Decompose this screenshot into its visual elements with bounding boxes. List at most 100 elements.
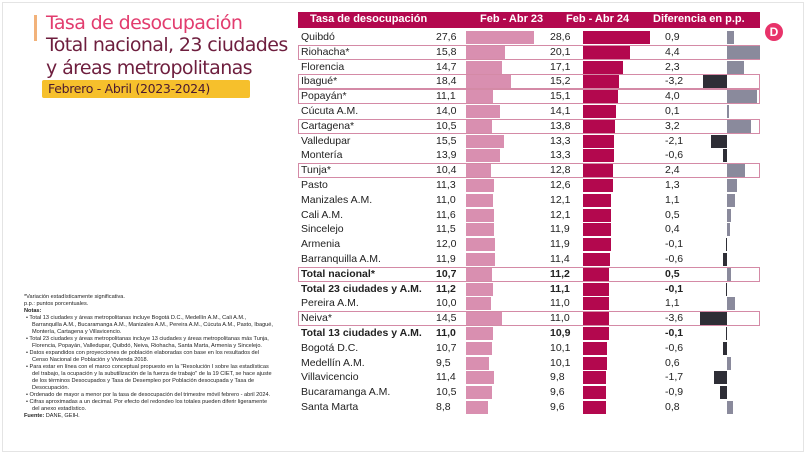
value-2024: 15,1 bbox=[550, 90, 571, 103]
bar-2023 bbox=[466, 327, 493, 340]
city-name: Pereira A.M. bbox=[301, 297, 359, 310]
bar-2023 bbox=[466, 401, 488, 414]
value-diff: 1,3 bbox=[665, 179, 680, 191]
note-item: • Ordenado de mayor a menor por la tasa … bbox=[26, 392, 271, 398]
table-row: Riohacha* 15,8 20,1 4,4 bbox=[298, 44, 760, 60]
value-2023: 11,6 bbox=[436, 208, 456, 221]
bar-2024 bbox=[583, 253, 610, 266]
bar-diff bbox=[727, 297, 736, 311]
city-name: Villavicencio bbox=[301, 371, 359, 384]
bar-diff bbox=[727, 223, 730, 237]
value-diff: -3,2 bbox=[665, 75, 684, 88]
bar-diff bbox=[727, 193, 736, 207]
header-city: Tasa de desocupación bbox=[310, 13, 428, 25]
city-name: Santa Marta bbox=[301, 401, 359, 413]
city-name: Neiva* bbox=[301, 312, 332, 325]
value-diff: -0,1 bbox=[665, 238, 684, 251]
table-row: Villavicencio 11,4 9,8 -1,7 bbox=[298, 370, 760, 385]
bar-2023 bbox=[466, 356, 490, 370]
bar-2024 bbox=[583, 386, 606, 400]
bar-diff bbox=[711, 134, 727, 148]
value-2024: 15,2 bbox=[550, 75, 571, 88]
value-2024: 10,1 bbox=[550, 356, 571, 369]
value-2024: 12,8 bbox=[550, 164, 571, 177]
bar-diff bbox=[722, 341, 727, 355]
value-2024: 9,6 bbox=[550, 386, 565, 399]
table-row: Bogotá D.C. 10,7 10,1 -0,6 bbox=[298, 341, 760, 356]
bar-2023 bbox=[466, 134, 504, 148]
bar-diff bbox=[727, 90, 757, 104]
bar-2023 bbox=[466, 31, 534, 44]
city-name: Popayán* bbox=[301, 90, 347, 103]
bar-2023 bbox=[466, 341, 493, 355]
value-diff: 4,0 bbox=[665, 90, 680, 103]
value-diff: 4,4 bbox=[665, 45, 680, 58]
value-diff: -0,6 bbox=[665, 341, 684, 354]
table-row: Quibdó 27,6 28,6 0,9 bbox=[298, 30, 760, 45]
value-2023: 11,9 bbox=[436, 253, 456, 265]
city-name: Valledupar bbox=[301, 134, 351, 147]
notes: *Variación estadísticamente significativ… bbox=[24, 294, 274, 420]
bar-2024 bbox=[583, 134, 615, 148]
value-2023: 8,8 bbox=[436, 401, 451, 413]
value-2024: 11,0 bbox=[550, 312, 570, 325]
value-diff: 0,9 bbox=[665, 31, 680, 43]
bar-diff bbox=[714, 371, 727, 385]
bar-2024 bbox=[583, 179, 613, 192]
value-diff: 0,1 bbox=[665, 105, 680, 117]
bar-2024 bbox=[583, 193, 612, 207]
table-row: Neiva* 14,5 11,0 -3,6 bbox=[298, 311, 760, 327]
bar-2024 bbox=[583, 105, 617, 118]
bar-diff bbox=[720, 386, 727, 400]
bar-2024 bbox=[583, 327, 609, 340]
source: Fuente: DANE, GEIH. bbox=[24, 413, 274, 420]
value-2023: 11,1 bbox=[436, 90, 456, 103]
table-row: Pereira A.M. 10,0 11,0 1,1 bbox=[298, 296, 760, 311]
value-diff: -3,6 bbox=[665, 312, 684, 325]
value-2023: 27,6 bbox=[436, 31, 457, 43]
table-row: Montería 13,9 13,3 -0,6 bbox=[298, 148, 760, 163]
note-item: • Para estar en línea con el marco conce… bbox=[26, 364, 272, 391]
bar-2023 bbox=[466, 90, 494, 104]
value-2023: 14,7 bbox=[436, 60, 457, 73]
value-diff: 1,1 bbox=[665, 297, 680, 310]
value-diff: -1,7 bbox=[665, 371, 684, 384]
title-accent-bar bbox=[34, 15, 37, 41]
value-diff: -0,1 bbox=[665, 282, 684, 295]
bar-2024 bbox=[583, 31, 651, 44]
value-diff: -2,1 bbox=[665, 134, 684, 147]
bar-2024 bbox=[583, 238, 611, 252]
note-item: • Cifras aproximadas a un decimal. Por e… bbox=[26, 399, 268, 412]
bar-diff bbox=[727, 356, 732, 370]
page-title: Tasa de desocupación bbox=[46, 12, 243, 34]
value-2024: 12,1 bbox=[550, 208, 571, 221]
bar-diff bbox=[703, 75, 727, 89]
bar-2024 bbox=[583, 356, 607, 370]
city-name: Bucaramanga A.M. bbox=[301, 386, 391, 399]
source-label: Fuente: bbox=[24, 413, 45, 419]
value-2024: 12,1 bbox=[550, 193, 571, 206]
value-2024: 10,1 bbox=[550, 341, 571, 354]
city-name: Ibagué* bbox=[301, 75, 338, 88]
bar-2023 bbox=[466, 193, 493, 207]
value-diff: -0,6 bbox=[665, 253, 684, 265]
table-row: Sincelejo 11,5 11,9 0,4 bbox=[298, 222, 760, 237]
value-diff: 0,5 bbox=[665, 208, 680, 221]
city-name: Montería bbox=[301, 149, 343, 162]
table-row: Medellín A.M. 9,5 10,1 0,6 bbox=[298, 356, 760, 371]
bar-diff bbox=[727, 119, 751, 133]
bar-2024 bbox=[583, 282, 610, 296]
note-item: • Datos expandidos con proyecciones de p… bbox=[26, 350, 260, 363]
value-2023: 11,0 bbox=[436, 193, 456, 206]
value-diff: 0,6 bbox=[665, 356, 680, 369]
bar-diff bbox=[727, 45, 760, 59]
bar-diff bbox=[700, 312, 727, 326]
bar-2024 bbox=[583, 341, 607, 355]
table-row: Valledupar 15,5 13,3 -2,1 bbox=[298, 134, 760, 149]
bar-2024 bbox=[583, 45, 631, 59]
city-name: Pasto bbox=[301, 179, 328, 191]
bar-2024 bbox=[583, 401, 606, 414]
bar-2024 bbox=[583, 119, 616, 133]
bar-2023 bbox=[466, 60, 502, 74]
table-row: Pasto 11,3 12,6 1,3 bbox=[298, 178, 760, 193]
